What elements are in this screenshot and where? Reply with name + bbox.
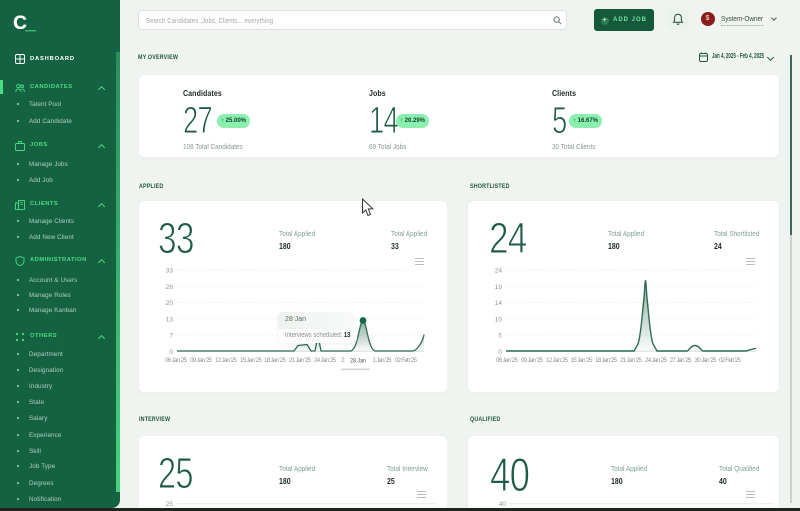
svg-text:7: 7 (169, 333, 173, 340)
svg-text:27 Jan '25: 27 Jan '25 (670, 357, 693, 364)
svg-text:26: 26 (166, 284, 174, 291)
svg-text:09 Jan '25: 09 Jan '25 (190, 357, 213, 364)
svg-text:21 Jan '25: 21 Jan '25 (289, 357, 312, 364)
svg-text:24: 24 (495, 268, 503, 275)
svg-text:30 Jan '25: 30 Jan '25 (695, 357, 718, 364)
svg-text:33: 33 (166, 268, 174, 275)
svg-text:13: 13 (166, 316, 174, 323)
svg-text:10: 10 (495, 316, 503, 323)
svg-text:18 Jan '25: 18 Jan '25 (264, 357, 287, 364)
svg-text:09 Jan '25: 09 Jan '25 (521, 357, 544, 364)
svg-text:1 Jan '25: 1 Jan '25 (373, 357, 393, 364)
svg-text:2: 2 (341, 357, 345, 364)
svg-text:25: 25 (166, 501, 174, 508)
svg-text:40: 40 (499, 501, 507, 508)
svg-text:06 Jan '25: 06 Jan '25 (165, 357, 188, 364)
svg-text:02 Feb '25: 02 Feb '25 (395, 357, 418, 364)
svg-text:14: 14 (495, 300, 503, 307)
svg-text:28 Jan: 28 Jan (350, 358, 366, 365)
svg-text:12 Jan '25: 12 Jan '25 (215, 357, 238, 364)
svg-text:02 Feb '25: 02 Feb '25 (719, 357, 742, 364)
svg-text:06 Jan '25: 06 Jan '25 (496, 357, 519, 364)
svg-text:24 Jan '25: 24 Jan '25 (314, 357, 337, 364)
svg-text:19: 19 (495, 284, 503, 291)
svg-text:21 Jan '25: 21 Jan '25 (620, 357, 643, 364)
svg-text:20: 20 (166, 300, 174, 307)
svg-text:0: 0 (498, 349, 502, 356)
svg-text:18 Jan '25: 18 Jan '25 (595, 357, 618, 364)
svg-text:0: 0 (169, 349, 173, 356)
svg-text:15 Jan '25: 15 Jan '25 (571, 357, 594, 364)
svg-text:24 Jan '25: 24 Jan '25 (645, 357, 668, 364)
svg-text:15 Jan '25: 15 Jan '25 (240, 357, 263, 364)
svg-text:12 Jan '25: 12 Jan '25 (546, 357, 569, 364)
svg-text:5: 5 (498, 333, 502, 340)
